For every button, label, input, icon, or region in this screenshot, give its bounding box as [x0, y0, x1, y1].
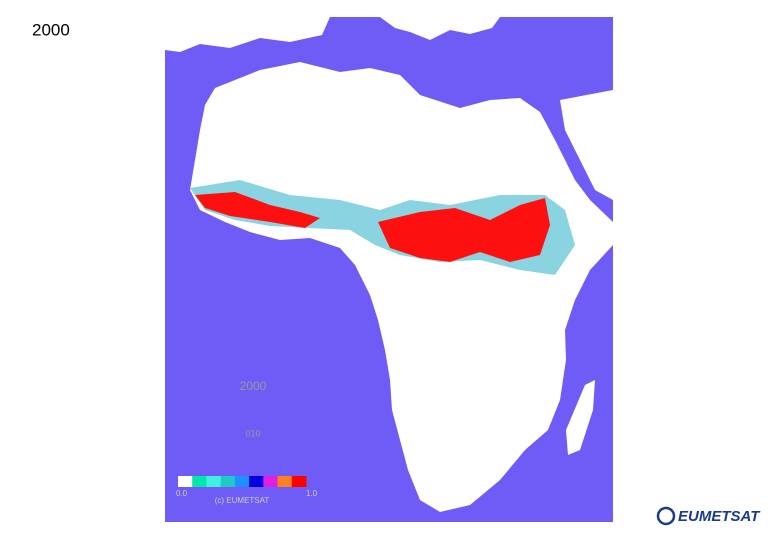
colorbar-swatch — [234, 476, 250, 487]
colorbar-swatch — [178, 476, 193, 487]
colorbar-swatch — [291, 476, 307, 487]
copyright: (c) EUMETSAT — [215, 496, 270, 505]
colorbar-swatch — [249, 476, 264, 487]
logo-mark — [656, 506, 676, 526]
colorbar-swatch — [277, 476, 293, 487]
colorbar-swatch — [192, 476, 207, 487]
colorbar-max: 1.0 — [306, 489, 318, 498]
colorbar-swatch — [220, 476, 236, 487]
arabia — [560, 90, 613, 200]
map-period: 010 — [245, 428, 260, 438]
colorbar-swatch — [263, 476, 279, 487]
logo: EUMETSAT — [656, 506, 761, 526]
map-year: 2000 — [240, 379, 267, 393]
madagascar — [566, 380, 595, 455]
page-title: 2000 — [32, 20, 70, 39]
africa — [190, 62, 613, 512]
colorbar-min: 0.0 — [176, 489, 188, 498]
colorbar-swatch — [206, 476, 222, 487]
logo-text: EUMETSAT — [678, 508, 761, 525]
sahel-west-high — [195, 192, 320, 228]
map: 2000 010 0.0 1.0 (c) EUMETSAT — [165, 17, 613, 522]
europe — [165, 17, 330, 52]
colorbar — [178, 476, 307, 487]
sahel-central-high — [378, 198, 550, 262]
europe-east — [380, 17, 500, 40]
